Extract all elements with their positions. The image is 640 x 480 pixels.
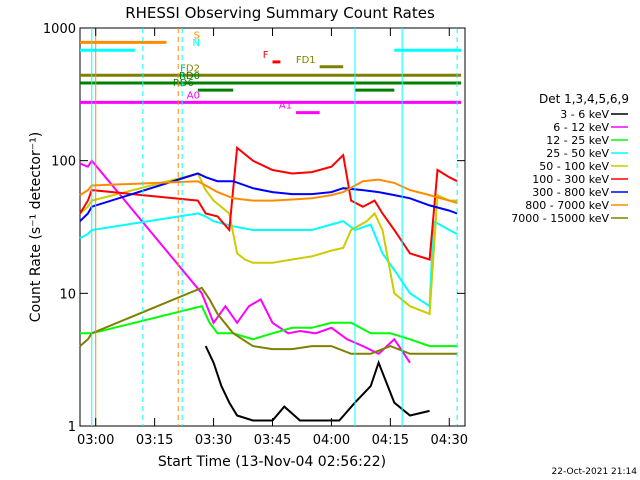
- state-bar-label-fd1: FD1: [296, 55, 316, 66]
- series-line-12-25-kev: [80, 305, 458, 348]
- series-line-7000-15000-kev: [79, 286, 458, 355]
- state-bar-label-f: F: [263, 50, 269, 61]
- x-axis-label: Start Time (13-Nov-04 02:56:22): [158, 454, 386, 470]
- series-line-300-800-kev: [79, 172, 458, 222]
- x-tick-label-1: 03:15: [136, 433, 173, 448]
- state-bar-label-a0: A0: [187, 90, 200, 101]
- legend-label-50-100-kev: 50 - 100 keV: [539, 160, 609, 173]
- series-line-100-300-kev: [79, 145, 458, 261]
- legend-label-100-300-kev: 100 - 300 keV: [532, 173, 609, 186]
- series-line-25-50-kev: [79, 212, 458, 309]
- plot-frame: [79, 27, 466, 427]
- legend-label-25-50-kev: 25 - 50 keV: [546, 147, 609, 160]
- x-tick-label-0: 03:00: [77, 433, 114, 448]
- footer-timestamp: 22-Oct-2021 21:14: [552, 467, 638, 477]
- legend-label-12-25-kev: 12 - 25 keV: [546, 134, 609, 147]
- y-axis-label: Count Rate (s⁻¹ detector⁻¹): [28, 132, 44, 322]
- state-bar-label-n: N: [193, 38, 200, 49]
- legend-title: Det 1,3,4,5,6,9: [539, 92, 629, 106]
- series-line-800-7000-kev: [79, 178, 458, 204]
- state-bar-label-a1: A1: [279, 101, 292, 112]
- series-line-50-100-kev: [79, 172, 458, 316]
- chart-title: RHESSI Observing Summary Count Rates: [125, 4, 435, 22]
- x-tick-label-6: 04:30: [431, 433, 468, 448]
- legend-label-800-7000-kev: 800 - 7000 keV: [525, 199, 609, 212]
- state-bar-label-s: S: [194, 30, 200, 41]
- y-tick-label-3: 1000: [43, 22, 76, 37]
- vertical-lines-layer: [91, 28, 458, 426]
- x-tick-label-4: 04:00: [313, 433, 350, 448]
- y-tick-label-0: 1: [68, 420, 76, 435]
- x-tick-label-5: 04:15: [372, 433, 409, 448]
- y-tick-label-2: 100: [51, 155, 76, 170]
- legend-label-6-12-kev: 6 - 12 keV: [553, 121, 609, 134]
- state-bar-label-fd2: FD2: [180, 63, 200, 74]
- y-tick-label-1: 10: [59, 287, 76, 302]
- x-tick-label-2: 03:30: [195, 433, 232, 448]
- series-line-6-12-kev: [79, 159, 411, 364]
- legend-label-3-6-kev: 3 - 6 keV: [560, 108, 609, 121]
- state-bar-label-rd6: RD6: [173, 78, 194, 89]
- series-layer: [79, 145, 458, 422]
- legend-label-300-800-kev: 300 - 800 keV: [532, 186, 609, 199]
- axis-layer: 03:00 03:15 03:30 03:45 04:00 04:15 04:30 1 10 10…: [43, 22, 468, 448]
- x-tick-label-3: 03:45: [254, 433, 291, 448]
- series-line-3-6-kev: [204, 345, 430, 422]
- state-bar-label-rd0: RD0: [179, 71, 200, 82]
- legend-label-7000-15000-kev: 7000 - 15000 keV: [511, 212, 609, 225]
